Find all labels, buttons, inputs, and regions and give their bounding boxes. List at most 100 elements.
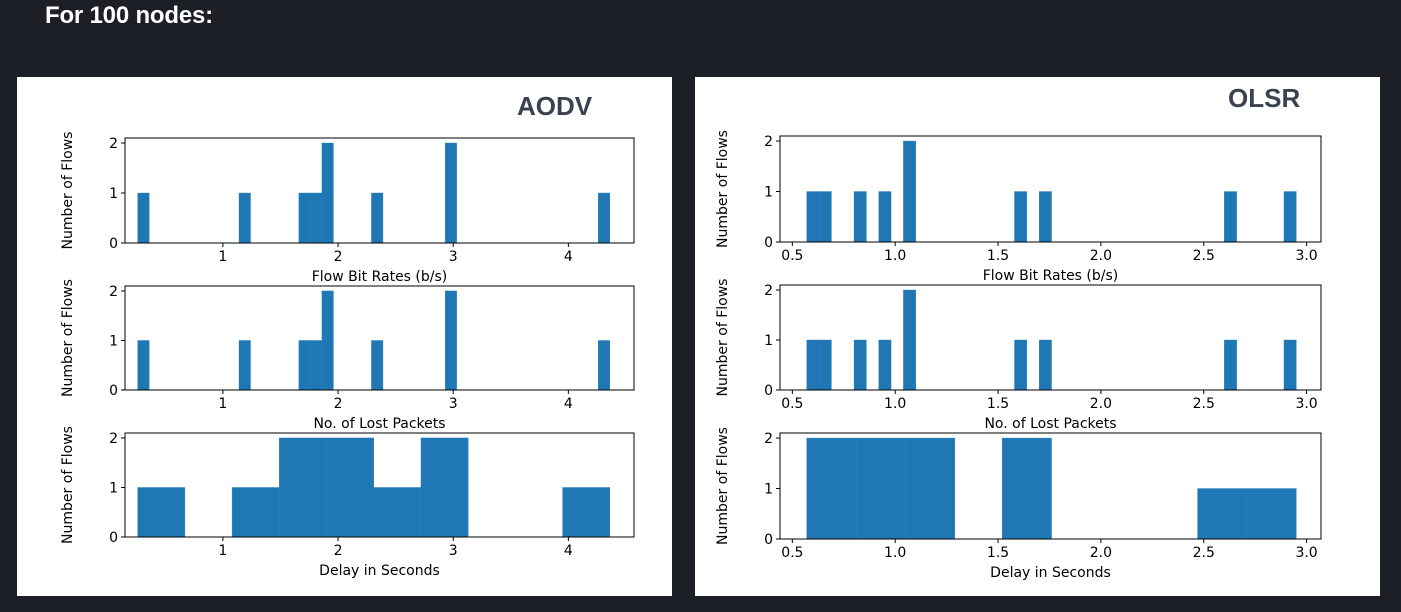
aodv-subplot-2: 0 1 2 1 2 3 4 Delay in Seconds Number of Flows (60, 426, 635, 579)
histogram-bar (444, 142, 457, 244)
histogram-bar (310, 192, 323, 244)
histogram-bar (279, 437, 327, 538)
histogram-bar (420, 437, 469, 538)
axes-frame (779, 135, 1322, 243)
histogram-bar (598, 340, 611, 391)
x-tick-label: 3.0 (1295, 248, 1317, 264)
y-tick-label: 1 (764, 482, 773, 498)
histogram-bar (444, 290, 457, 391)
y-axis-label: Number of Flows (60, 279, 76, 397)
histogram-bar (310, 340, 323, 391)
x-tick-label: 1.0 (884, 545, 906, 561)
olsr-histograms: 0 1 2 0.5 1.0 1.5 2.0 2.5 3.0 Flow Bit Rates (b/s… (715, 130, 1322, 581)
histogram-bar (321, 290, 334, 391)
aodv-histograms: 0 1 2 1 2 3 4 Flow Bit Rates (b/s) Number of Flo… (60, 132, 635, 579)
y-axis-label: Number of Flows (715, 279, 731, 397)
histogram-bar (1014, 339, 1028, 391)
axes-frame (124, 432, 635, 538)
histogram-bar (1283, 339, 1297, 391)
y-tick-label: 2 (109, 431, 118, 447)
x-tick-label: 2 (334, 543, 343, 559)
axes-frame (124, 285, 635, 391)
olsr-subplot-1: 0 1 2 0.5 1.0 1.5 2.0 2.5 3.0 No. of Lost Packets… (715, 279, 1322, 432)
olsr-panel: OLSR 0 1 2 0.5 1.0 1.5 2.0 2.5 3.0 Flow Bit Rates… (695, 77, 1380, 596)
histogram-bar (1014, 191, 1028, 243)
histogram-bar (298, 340, 311, 391)
histogram-bar (371, 340, 384, 391)
histogram-bar (855, 437, 906, 540)
aodv-panel: AODV 0 1 2 1 2 3 4 Flow Bit Rates (b/s) Number o… (17, 77, 672, 596)
x-tick-label: 2.5 (1193, 545, 1215, 561)
y-tick-label: 1 (109, 480, 118, 496)
histogram-bar (137, 192, 150, 244)
histogram-bar (1246, 488, 1297, 540)
x-tick-label: 1.5 (987, 248, 1009, 264)
x-tick-label: 3.0 (1295, 396, 1317, 412)
histogram-bar (903, 289, 916, 391)
histogram-bar (298, 192, 311, 244)
x-axis-label: No. of Lost Packets (313, 416, 445, 432)
x-tick-label: 1.0 (884, 248, 906, 264)
x-tick-label: 1 (218, 543, 227, 559)
histogram-bar (806, 437, 857, 540)
histogram-bar (1224, 191, 1237, 243)
x-tick-label: 2.0 (1090, 396, 1112, 412)
histogram-bar (818, 191, 832, 243)
x-tick-label: 2.5 (1193, 248, 1215, 264)
y-tick-label: 1 (764, 333, 773, 349)
x-tick-label: 1.5 (987, 396, 1009, 412)
histogram-bar (562, 487, 611, 538)
y-tick-label: 1 (109, 186, 118, 202)
histogram-bar (598, 192, 611, 244)
histogram-bar (326, 437, 374, 538)
olsr-title: OLSR (1228, 83, 1301, 113)
histogram-bar (853, 339, 867, 391)
histogram-bar (878, 191, 892, 243)
y-tick-label: 0 (764, 383, 773, 399)
x-tick-label: 2 (334, 396, 343, 412)
histogram-bar (853, 191, 867, 243)
y-tick-label: 0 (764, 235, 773, 251)
x-tick-label: 0.5 (781, 396, 803, 412)
histogram-bar (137, 340, 150, 391)
histogram-bar (903, 140, 916, 243)
x-axis-label: Flow Bit Rates (b/s) (312, 269, 448, 285)
x-axis-label: No. of Lost Packets (984, 416, 1116, 432)
x-axis-label: Delay in Seconds (319, 563, 440, 579)
x-tick-label: 2.0 (1090, 545, 1112, 561)
histogram-bar (818, 339, 832, 391)
histogram-bar (321, 142, 334, 244)
aodv-subplot-1: 0 1 2 1 2 3 4 No. of Lost Packets Number of Flow… (60, 279, 635, 432)
histogram-bar (1283, 191, 1297, 243)
y-tick-label: 2 (764, 134, 773, 150)
histogram-bar (373, 487, 422, 538)
y-axis-label: Number of Flows (60, 132, 76, 250)
x-tick-label: 2.0 (1090, 248, 1112, 264)
x-tick-label: 2 (334, 249, 343, 265)
x-tick-label: 3 (449, 249, 458, 265)
histogram-bar (1038, 191, 1052, 243)
y-tick-label: 0 (764, 532, 773, 548)
y-tick-label: 2 (764, 283, 773, 299)
olsr-subplot-2: 0 1 2 0.5 1.0 1.5 2.0 2.5 3.0 Delay in Seconds Num… (715, 427, 1322, 581)
histogram-bar (371, 192, 384, 244)
x-tick-label: 1.0 (884, 396, 906, 412)
y-tick-label: 0 (109, 236, 118, 252)
x-tick-label: 0.5 (781, 248, 803, 264)
histogram-bar (231, 487, 280, 538)
x-tick-label: 1 (218, 396, 227, 412)
axes-frame (779, 284, 1322, 391)
x-tick-label: 3.0 (1295, 545, 1317, 561)
y-tick-label: 0 (109, 530, 118, 546)
y-tick-label: 2 (764, 431, 773, 447)
aodv-subplot-0: 0 1 2 1 2 3 4 Flow Bit Rates (b/s) Number of Flo… (60, 132, 635, 285)
y-tick-label: 0 (109, 383, 118, 399)
y-tick-label: 2 (109, 136, 118, 152)
x-axis-label: Delay in Seconds (990, 565, 1111, 581)
histogram-bar (878, 339, 892, 391)
histogram-bar (905, 437, 956, 540)
olsr-subplot-0: 0 1 2 0.5 1.0 1.5 2.0 2.5 3.0 Flow Bit Rates (b/s… (715, 130, 1322, 284)
x-tick-label: 3 (449, 396, 458, 412)
y-tick-label: 1 (109, 333, 118, 349)
histogram-bar (137, 487, 186, 538)
